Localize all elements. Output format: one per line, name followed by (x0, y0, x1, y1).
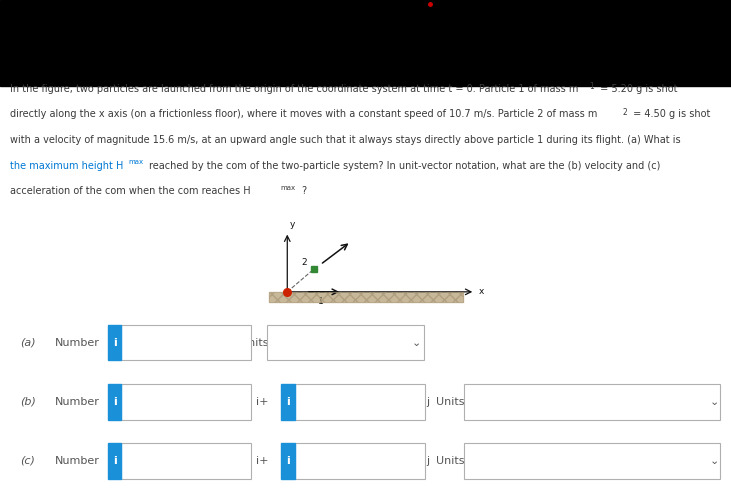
Text: the maximum height H: the maximum height H (10, 161, 123, 171)
Text: 2: 2 (301, 258, 307, 267)
Bar (108, 443, 121, 479)
Bar (108, 384, 121, 420)
Text: with a velocity of magnitude 15.6 m/s, at an upward angle such that it always st: with a velocity of magnitude 15.6 m/s, a… (10, 135, 680, 145)
Text: Number: Number (55, 456, 99, 466)
Text: j: j (426, 397, 429, 407)
Text: reached by the com of the two-particle system? In unit-vector notation, what are: reached by the com of the two-particle s… (149, 161, 661, 171)
Text: 2: 2 (623, 108, 627, 117)
Bar (267, 325, 424, 360)
Text: Units: Units (436, 397, 465, 407)
Text: y: y (290, 220, 295, 229)
Text: i: i (286, 456, 290, 466)
Text: j: j (426, 456, 429, 466)
Bar (108, 325, 121, 360)
Text: i: i (113, 456, 117, 466)
Text: acceleration of the com when the com reaches H: acceleration of the com when the com rea… (10, 186, 250, 196)
Text: i: i (286, 397, 290, 407)
Text: i: i (113, 397, 117, 407)
Text: i: i (113, 338, 117, 348)
Bar (281, 443, 295, 479)
Text: (a): (a) (20, 338, 36, 348)
Text: x: x (479, 287, 484, 296)
Text: (b): (b) (20, 397, 37, 407)
Text: (c): (c) (20, 456, 35, 466)
Text: = 4.50 g is shot: = 4.50 g is shot (630, 109, 711, 119)
Text: Units: Units (436, 456, 465, 466)
Bar (121, 325, 251, 360)
Text: ⌄: ⌄ (710, 456, 719, 466)
Text: ?: ? (301, 186, 306, 196)
Bar (0, 0, 731, 86)
Text: In the figure, two particles are launched from the origin of the coordinate syst: In the figure, two particles are launche… (10, 84, 578, 94)
Bar (281, 384, 295, 420)
Text: = 5.20 g is shot: = 5.20 g is shot (597, 84, 678, 94)
Bar (121, 384, 251, 420)
Text: directly along the x axis (on a frictionless floor), where it moves with a const: directly along the x axis (on a friction… (10, 109, 597, 119)
Bar (121, 443, 251, 479)
Text: 1: 1 (589, 82, 594, 91)
Text: max: max (280, 185, 295, 191)
Bar (269, 292, 463, 302)
Bar (464, 443, 720, 479)
Text: Number: Number (55, 397, 99, 407)
Text: Units: Units (240, 338, 268, 348)
Bar (295, 443, 425, 479)
Text: Number: Number (55, 338, 99, 348)
Bar (295, 384, 425, 420)
Text: i+: i+ (256, 456, 268, 466)
Bar (464, 384, 720, 420)
Text: ⌄: ⌄ (412, 338, 421, 348)
Bar (269, 292, 463, 302)
Text: 1: 1 (318, 297, 324, 306)
Text: i+: i+ (256, 397, 268, 407)
Text: ⌄: ⌄ (710, 397, 719, 407)
Text: max: max (129, 159, 144, 165)
